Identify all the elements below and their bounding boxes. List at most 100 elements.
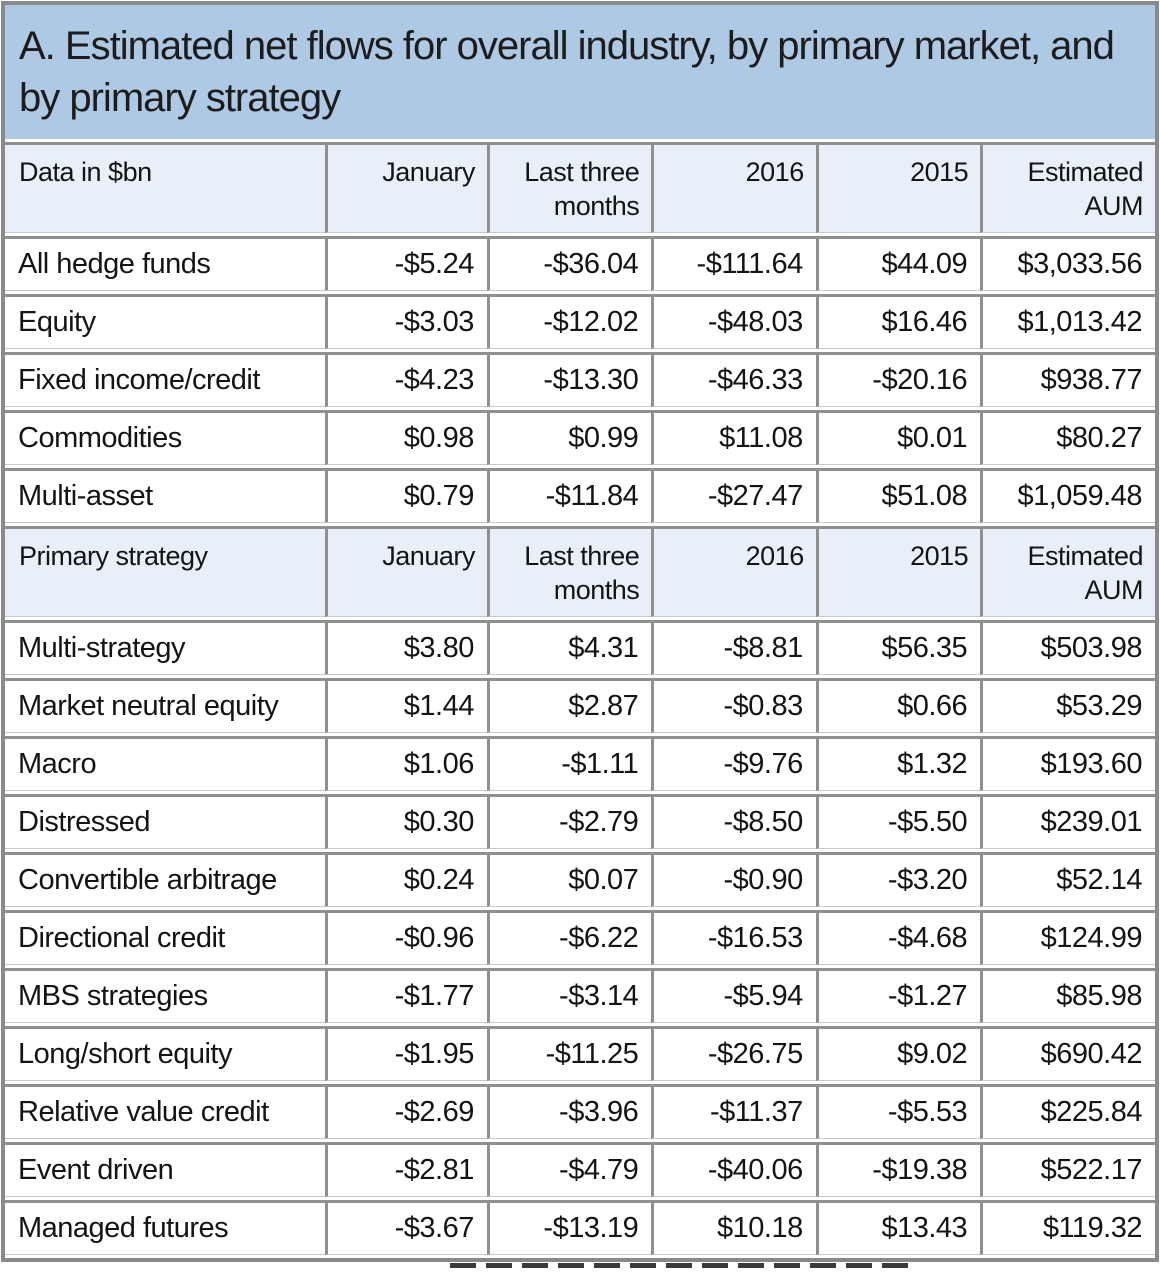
cell-value: $53.29 <box>980 678 1155 733</box>
cell-value: $85.98 <box>980 968 1155 1023</box>
cell-value: -$8.50 <box>651 794 816 849</box>
row-label: Macro <box>5 736 325 791</box>
cell-value: $0.98 <box>324 410 487 465</box>
net-flows-table: Data in $bn January Last three months 20… <box>5 139 1155 1258</box>
cell-value: $1.44 <box>324 678 487 733</box>
cell-value: $4.31 <box>486 620 652 675</box>
cell-value: $11.08 <box>651 410 816 465</box>
column-header-estimated-aum: Estimated AUM <box>980 142 1155 233</box>
cell-value: $193.60 <box>980 736 1155 791</box>
cell-value: $44.09 <box>815 236 981 291</box>
cell-value: -$5.24 <box>324 236 487 291</box>
cell-value: -$0.96 <box>324 910 487 965</box>
cell-value: $239.01 <box>980 794 1155 849</box>
table-row: Equity -$3.03 -$12.02 -$48.03 $16.46 $1,… <box>5 294 1155 349</box>
column-header-estimated-aum: Estimated AUM <box>980 526 1155 617</box>
cell-value: -$36.04 <box>486 236 652 291</box>
cell-value: $522.17 <box>980 1142 1155 1197</box>
cell-value: -$3.03 <box>324 294 487 349</box>
cell-value: -$2.69 <box>324 1084 487 1139</box>
table-row: Relative value credit -$2.69 -$3.96 -$11… <box>5 1084 1155 1139</box>
cell-value: $9.02 <box>815 1026 981 1081</box>
cell-value: $3,033.56 <box>980 236 1155 291</box>
table-row: Managed futures -$3.67 -$13.19 $10.18 $1… <box>5 1200 1155 1255</box>
cell-value: $13.43 <box>815 1200 981 1255</box>
cell-value: -$11.25 <box>486 1026 652 1081</box>
row-label: All hedge funds <box>5 236 325 291</box>
cell-value: $1,059.48 <box>980 468 1155 523</box>
row-label: Relative value credit <box>5 1084 325 1139</box>
cell-value: -$11.37 <box>651 1084 816 1139</box>
cell-value: $3.80 <box>324 620 487 675</box>
cell-value: -$4.23 <box>324 352 487 407</box>
cell-value: -$13.19 <box>486 1200 652 1255</box>
cell-value: -$5.94 <box>651 968 816 1023</box>
row-label: Directional credit <box>5 910 325 965</box>
cell-value: $0.01 <box>815 410 981 465</box>
cell-value: -$4.68 <box>815 910 981 965</box>
cell-value: $938.77 <box>980 352 1155 407</box>
row-label: Fixed income/credit <box>5 352 325 407</box>
cropped-text-fragment <box>450 1263 908 1268</box>
cell-value: -$1.27 <box>815 968 981 1023</box>
cell-value: -$40.06 <box>651 1142 816 1197</box>
table-row: Directional credit -$0.96 -$6.22 -$16.53… <box>5 910 1155 965</box>
column-header-last-three-months: Last three months <box>486 526 652 617</box>
cell-value: -$16.53 <box>651 910 816 965</box>
cell-value: $2.87 <box>486 678 652 733</box>
table-row: Macro $1.06 -$1.11 -$9.76 $1.32 $193.60 <box>5 736 1155 791</box>
table-header-market: Data in $bn January Last three months 20… <box>5 142 1155 233</box>
cell-value: -$2.81 <box>324 1142 487 1197</box>
column-header-january: January <box>324 526 487 617</box>
cell-value: -$13.30 <box>486 352 652 407</box>
cell-value: $503.98 <box>980 620 1155 675</box>
cell-value: $0.66 <box>815 678 981 733</box>
cell-value: $690.42 <box>980 1026 1155 1081</box>
cell-value: $51.08 <box>815 468 981 523</box>
cell-value: $0.07 <box>486 852 652 907</box>
cell-value: -$0.83 <box>651 678 816 733</box>
table-row: All hedge funds -$5.24 -$36.04 -$111.64 … <box>5 236 1155 291</box>
table-header-strategy: Primary strategy January Last three mont… <box>5 526 1155 617</box>
cell-value: $16.46 <box>815 294 981 349</box>
row-label: Convertible arbitrage <box>5 852 325 907</box>
cell-value: $119.32 <box>980 1200 1155 1255</box>
table-row: Commodities $0.98 $0.99 $11.08 $0.01 $80… <box>5 410 1155 465</box>
cell-value: $1,013.42 <box>980 294 1155 349</box>
row-label: Commodities <box>5 410 325 465</box>
header-label-market: Data in $bn <box>5 142 325 233</box>
cell-value: -$26.75 <box>651 1026 816 1081</box>
row-label: Equity <box>5 294 325 349</box>
column-header-2016: 2016 <box>651 142 816 233</box>
row-label: Distressed <box>5 794 325 849</box>
table-row: Market neutral equity $1.44 $2.87 -$0.83… <box>5 678 1155 733</box>
cell-value: $0.24 <box>324 852 487 907</box>
cell-value: -$5.50 <box>815 794 981 849</box>
cell-value: $0.30 <box>324 794 487 849</box>
row-label: Event driven <box>5 1142 325 1197</box>
cell-value: $225.84 <box>980 1084 1155 1139</box>
cell-value: -$27.47 <box>651 468 816 523</box>
table-row: Fixed income/credit -$4.23 -$13.30 -$46.… <box>5 352 1155 407</box>
cell-value: $0.99 <box>486 410 652 465</box>
table-row: Convertible arbitrage $0.24 $0.07 -$0.90… <box>5 852 1155 907</box>
cell-value: -$46.33 <box>651 352 816 407</box>
column-header-2015: 2015 <box>815 142 981 233</box>
figure-title: A. Estimated net flows for overall indus… <box>5 5 1155 139</box>
cell-value: -$8.81 <box>651 620 816 675</box>
cell-value: -$20.16 <box>815 352 981 407</box>
column-header-last-three-months: Last three months <box>486 142 652 233</box>
cell-value: -$12.02 <box>486 294 652 349</box>
cell-value: $1.32 <box>815 736 981 791</box>
table-row: Event driven -$2.81 -$4.79 -$40.06 -$19.… <box>5 1142 1155 1197</box>
cell-value: -$19.38 <box>815 1142 981 1197</box>
row-label: MBS strategies <box>5 968 325 1023</box>
cell-value: $0.79 <box>324 468 487 523</box>
cell-value: -$11.84 <box>486 468 652 523</box>
cell-value: $80.27 <box>980 410 1155 465</box>
table-row: Multi-strategy $3.80 $4.31 -$8.81 $56.35… <box>5 620 1155 675</box>
cell-value: -$48.03 <box>651 294 816 349</box>
table-row: Distressed $0.30 -$2.79 -$8.50 -$5.50 $2… <box>5 794 1155 849</box>
cell-value: -$2.79 <box>486 794 652 849</box>
